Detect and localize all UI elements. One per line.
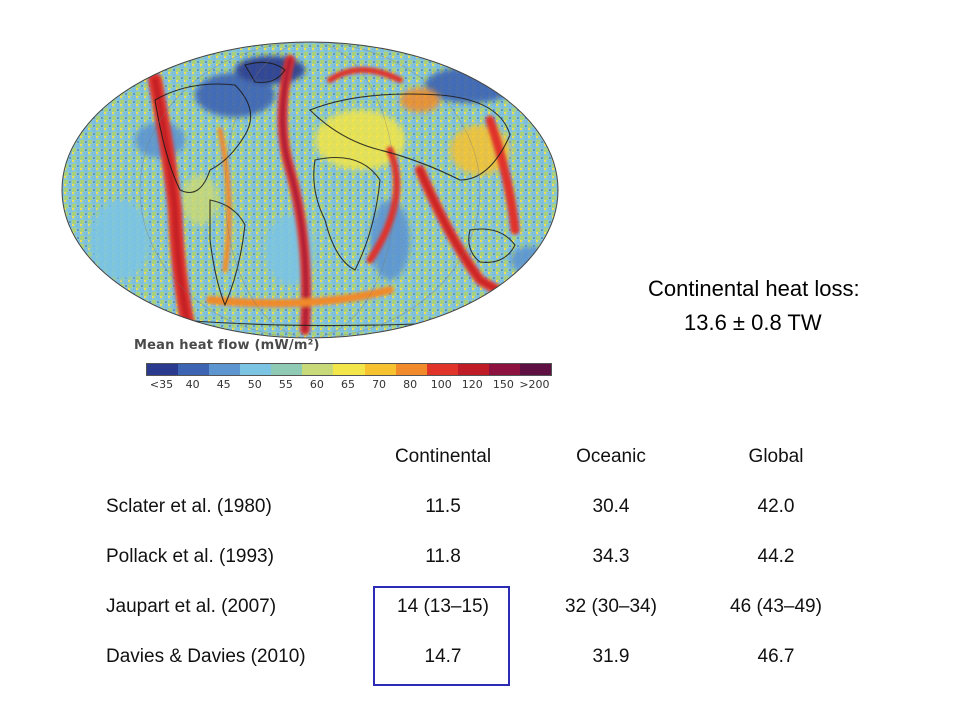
row-continental: 11.5 [425, 496, 461, 517]
column-header-oceanic: Oceanic [576, 446, 646, 467]
row-oceanic: 32 (30–34) [565, 596, 657, 617]
legend-tick-label: 45 [216, 378, 231, 391]
row-oceanic: 34.3 [592, 546, 630, 567]
row-global: 46 (43–49) [730, 596, 822, 617]
legend-swatch [457, 364, 489, 375]
legend-tick-label: 80 [403, 378, 418, 391]
row-global: 42.0 [757, 496, 795, 517]
legend-tick-label: 55 [278, 378, 293, 391]
legend-tick-label: 100 [430, 378, 452, 391]
legend-tick-label: >200 [519, 378, 550, 391]
row-source: Davies & Davies (2010) [106, 646, 306, 667]
legend-swatch [178, 364, 210, 375]
row-continental: 11.8 [425, 546, 461, 567]
legend-swatch [240, 364, 272, 375]
legend-swatch [364, 364, 396, 375]
continental-heat-loss-annotation: Continental heat loss: 13.6 ± 0.8 TW [648, 276, 860, 336]
legend-swatch [271, 364, 303, 375]
legend-swatch [426, 364, 458, 375]
annotation-heading: Continental heat loss: [648, 276, 860, 301]
row-continental: 14 (13–15) [397, 596, 489, 617]
legend-color-bar [146, 363, 552, 376]
row-global: 44.2 [757, 546, 795, 567]
row-oceanic: 30.4 [592, 496, 630, 517]
column-header-continental: Continental [394, 446, 492, 467]
legend-swatch [302, 364, 334, 375]
legend-swatch [209, 364, 241, 375]
legend-tick-labels: <35 40 45 50 55 60 65 70 80 100 120 150 >200 [146, 376, 550, 392]
legend-tick-label: 65 [341, 378, 355, 391]
legend-swatch [488, 364, 520, 375]
legend-tick-label: 70 [372, 378, 387, 391]
continental-highlight-box [373, 586, 510, 686]
annotation-value: 13.6 ± 0.8 TW [684, 310, 822, 335]
legend-tick-label: 60 [309, 378, 324, 391]
legend-title: Mean heat flow (mW/m²) [134, 338, 320, 353]
legend-tick-label: <35 [149, 378, 174, 391]
row-source: Pollack et al. (1993) [106, 546, 274, 567]
legend-tick-label: 150 [492, 378, 514, 391]
heat-flow-legend: Mean heat flow (mW/m²) <35 40 45 50 55 60 65 70… [134, 338, 554, 392]
row-continental: 14.7 [424, 646, 462, 667]
legend-tick-label: 40 [185, 378, 200, 391]
row-source: Jaupart et al. (2007) [106, 596, 277, 617]
row-oceanic: 31.9 [592, 646, 630, 667]
heat-loss-table: Continental Oceanic Global Sclater et al… [0, 440, 960, 700]
row-global: 46.7 [757, 646, 795, 667]
legend-swatch [147, 364, 179, 375]
legend-swatch [333, 364, 365, 375]
legend-tick-label: 120 [461, 378, 483, 391]
legend-swatch [395, 364, 427, 375]
column-header-global: Global [748, 446, 804, 467]
heat-flow-map [60, 40, 560, 340]
row-source: Sclater et al. (1980) [106, 496, 272, 517]
legend-tick-label: 50 [247, 378, 262, 391]
world-map-image [61, 41, 559, 339]
legend-swatch [519, 364, 552, 375]
